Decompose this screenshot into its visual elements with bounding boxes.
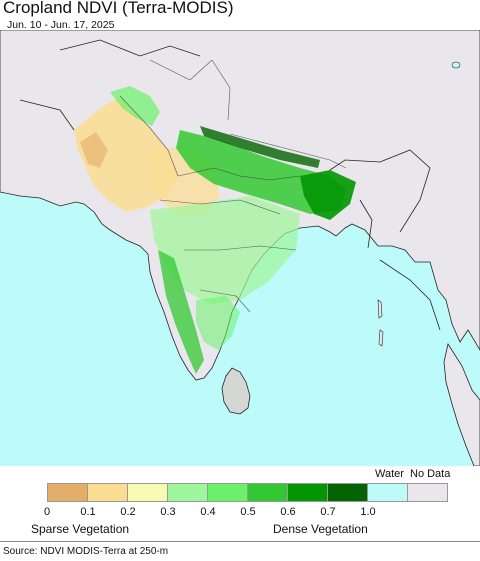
legend-swatch-0.1-0.2 <box>87 483 128 502</box>
map-title: Cropland NDVI (Terra-MODIS) <box>3 0 234 17</box>
legend-tick: 0.6 <box>280 506 296 518</box>
legend-water-label: Water <box>375 468 404 480</box>
legend-swatch-0.2-0.3 <box>127 483 168 502</box>
legend-caption-sparse: Sparse Vegetation <box>31 522 130 536</box>
legend-swatch-0.3-0.4 <box>167 483 208 502</box>
footer-divider <box>0 541 480 542</box>
ndvi-map <box>0 30 480 466</box>
legend-swatch-water <box>367 483 408 502</box>
legend-caption-dense: Dense Vegetation <box>273 522 368 536</box>
date-range: Jun. 10 - Jun. 17, 2025 <box>7 19 115 31</box>
sri-lanka <box>221 367 251 415</box>
legend-tick: 0.2 <box>120 506 136 518</box>
legend-swatch-0.4-0.5 <box>207 483 248 502</box>
legend-tick: 0.3 <box>160 506 176 518</box>
andaman-islands <box>377 299 384 347</box>
lake-marker <box>451 61 461 69</box>
legend-swatch-nodata <box>407 483 448 502</box>
legend-swatch-0.6-0.7 <box>287 483 328 502</box>
cropland-sparse-west <box>80 132 108 168</box>
cropland-central <box>150 196 300 304</box>
cropland-indus <box>110 86 160 126</box>
legend-tick: 0.5 <box>240 506 256 518</box>
legend-swatch-0.7-1.0 <box>327 483 368 502</box>
legend-tick: 0.7 <box>320 506 336 518</box>
cropland-bengal <box>300 170 356 220</box>
legend-swatch-0.5-0.6 <box>247 483 288 502</box>
legend-tick: 0.1 <box>80 506 96 518</box>
cropland-northwest <box>74 96 178 212</box>
cropland-south <box>196 296 240 350</box>
legend-swatch-0-0.1 <box>47 483 88 502</box>
legend-tick: 0.4 <box>200 506 216 518</box>
legend-tick: 1.0 <box>360 506 376 518</box>
land-east <box>443 342 480 466</box>
legend-nodata-label: No Data <box>410 468 451 480</box>
legend-tick: 0 <box>43 506 51 518</box>
cropland-himalaya-foothills <box>200 126 320 168</box>
source-note: Source: NDVI MODIS-Terra at 250-m <box>3 546 169 557</box>
cropland-west-coast <box>158 250 204 374</box>
